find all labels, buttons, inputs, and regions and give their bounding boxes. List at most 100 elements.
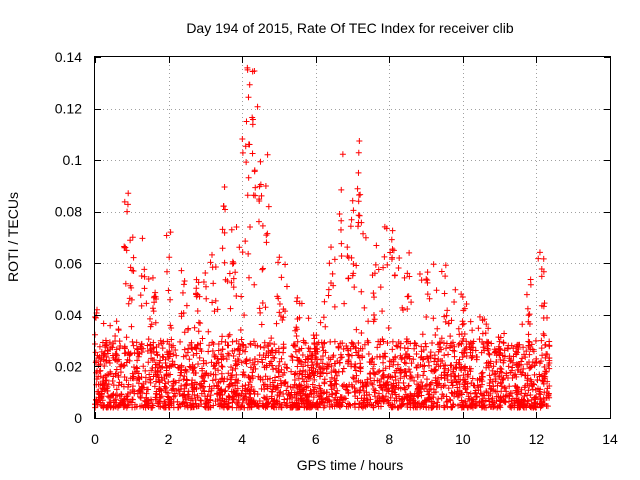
data-point [96, 397, 103, 404]
data-point [130, 254, 137, 261]
data-point [235, 404, 242, 411]
data-point [348, 340, 355, 347]
data-point [519, 355, 526, 362]
data-point [178, 367, 185, 374]
data-point [494, 382, 501, 389]
data-point [425, 396, 432, 403]
data-point [445, 320, 452, 327]
data-point [444, 371, 451, 378]
data-point [125, 349, 132, 356]
data-point [454, 393, 461, 400]
data-point [121, 243, 128, 250]
data-point [355, 212, 362, 219]
data-point [243, 159, 250, 166]
data-point [123, 334, 130, 341]
data-point [368, 380, 375, 387]
data-point [497, 356, 504, 363]
data-point [400, 306, 407, 313]
data-point [159, 403, 166, 410]
data-point [103, 357, 110, 364]
data-point [481, 402, 488, 409]
data-point [350, 343, 357, 350]
data-point [201, 378, 208, 385]
data-point [218, 370, 225, 377]
data-point [489, 367, 496, 374]
data-point [525, 312, 532, 319]
data-point [168, 325, 175, 332]
data-point [230, 352, 237, 359]
data-point [251, 167, 258, 174]
data-point [396, 255, 403, 262]
data-point [178, 267, 185, 274]
data-point [205, 328, 212, 335]
y-axis-label: ROTI / TECUs [5, 192, 21, 282]
data-point [168, 400, 175, 407]
data-point [296, 381, 303, 388]
data-point [509, 375, 516, 382]
data-point [191, 324, 198, 331]
data-point [200, 377, 207, 384]
data-point [276, 300, 283, 307]
data-point [356, 137, 363, 144]
data-point [542, 368, 549, 375]
data-point [366, 359, 373, 366]
data-point [235, 392, 242, 399]
data-point [423, 376, 430, 383]
data-point [180, 310, 187, 317]
data-point [406, 397, 413, 404]
data-point [312, 348, 319, 355]
data-point [145, 336, 152, 343]
data-point [441, 375, 448, 382]
data-point [239, 135, 246, 142]
data-point [460, 335, 467, 342]
data-point [248, 383, 255, 390]
data-point [418, 343, 425, 350]
data-point [194, 308, 201, 315]
data-point [129, 383, 136, 390]
data-point [225, 384, 232, 391]
data-point [465, 393, 472, 400]
data-point [514, 343, 521, 350]
data-point [311, 335, 318, 342]
data-point [122, 244, 129, 251]
data-point [392, 377, 399, 384]
data-point [427, 354, 434, 361]
data-point [467, 365, 474, 372]
data-point [361, 341, 368, 348]
data-point [351, 284, 358, 291]
data-point [242, 348, 249, 355]
data-point [136, 375, 143, 382]
data-point [147, 379, 154, 386]
data-point [331, 397, 338, 404]
data-point [389, 346, 396, 353]
data-point [502, 398, 509, 405]
y-tick-label: 0.06 [55, 255, 82, 271]
data-point [305, 355, 312, 362]
data-point [195, 328, 202, 335]
data-point [340, 365, 347, 372]
data-point [395, 264, 402, 271]
data-point [364, 337, 371, 344]
data-point [477, 390, 484, 397]
data-point [453, 359, 460, 366]
data-point [546, 357, 553, 364]
data-point [371, 377, 378, 384]
data-point [247, 224, 254, 231]
data-point [188, 380, 195, 387]
data-point [482, 397, 489, 404]
data-point [278, 366, 285, 373]
data-point [546, 342, 553, 349]
data-point [355, 340, 362, 347]
x-axis-label: GPS time / hours [297, 457, 404, 473]
data-point [185, 395, 192, 402]
data-point [511, 404, 518, 411]
data-point [454, 384, 461, 391]
data-point [514, 385, 521, 392]
data-point [395, 404, 402, 411]
data-point [131, 349, 138, 356]
data-point [303, 384, 310, 391]
data-point [200, 360, 207, 367]
data-point [130, 342, 137, 349]
data-point [545, 391, 552, 398]
data-point [163, 365, 170, 372]
